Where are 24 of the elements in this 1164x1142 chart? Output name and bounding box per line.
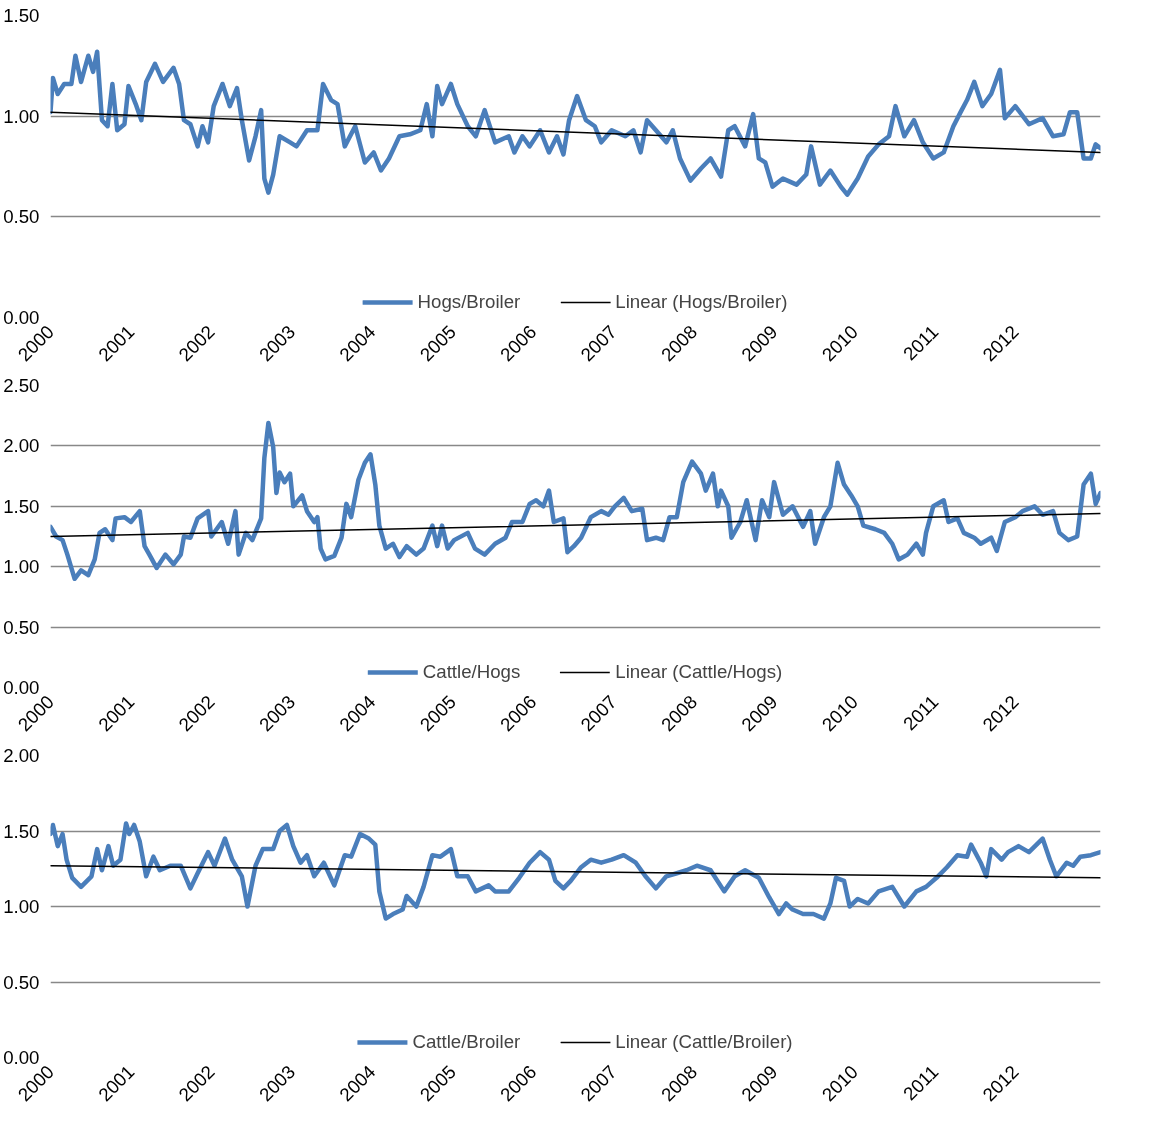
legend-label: Hogs/Broiler — [417, 291, 521, 313]
y-tick-label: 0.00 — [3, 307, 40, 328]
legend-label: Cattle/Hogs — [422, 661, 521, 683]
y-tick-label: 0.50 — [3, 971, 40, 993]
y-tick-label: 1.00 — [3, 105, 40, 127]
legend-label: Linear (Cattle/Hogs) — [615, 661, 783, 683]
y-tick-label: 1.50 — [3, 5, 40, 26]
line-series — [50, 821, 1101, 921]
y-tick-label: 1.50 — [3, 820, 40, 842]
y-tick-label: 1.50 — [3, 495, 40, 517]
legend-label: Linear (Cattle/Broiler) — [615, 1031, 793, 1053]
y-tick-label: 1.00 — [3, 896, 40, 917]
y-tick-label: 2.00 — [3, 745, 40, 766]
line-series — [50, 49, 1101, 197]
legend-label: Cattle/Broiler — [412, 1031, 521, 1053]
y-tick-label: 0.00 — [3, 677, 40, 698]
y-tick-label: 2.50 — [3, 375, 40, 396]
y-tick-label: 0.50 — [3, 206, 40, 228]
line-series — [50, 420, 1101, 582]
y-tick-label: 2.00 — [3, 435, 40, 457]
legend-label: Linear (Hogs/Broiler) — [615, 291, 788, 313]
y-tick-label: 0.50 — [3, 616, 40, 638]
y-tick-label: 1.00 — [3, 556, 40, 578]
y-tick-label: 0.00 — [3, 1047, 40, 1068]
